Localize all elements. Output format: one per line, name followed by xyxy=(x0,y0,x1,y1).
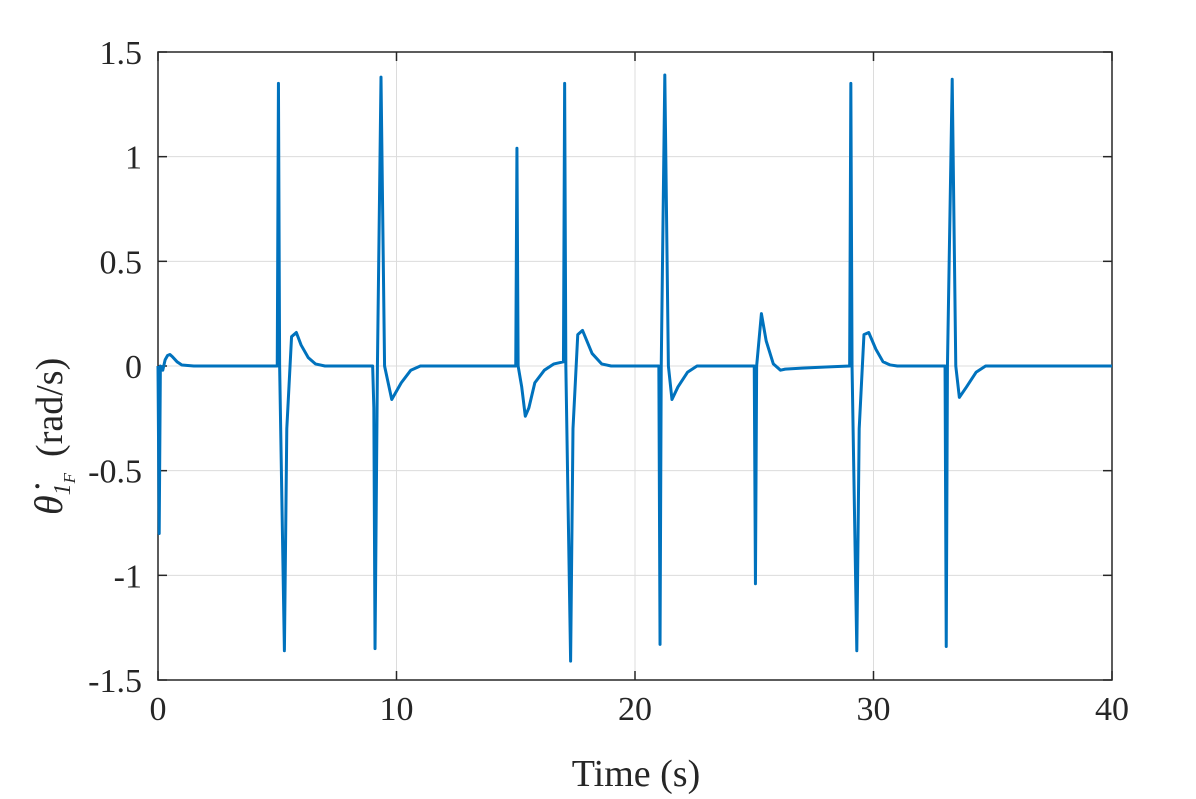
x-tick-label: 10 xyxy=(380,691,414,728)
x-tick-label: 0 xyxy=(150,691,167,728)
x-tick-label: 30 xyxy=(857,691,891,728)
y-tick-label: -1 xyxy=(114,558,142,595)
y-axis-unit: (rad/s) xyxy=(29,358,71,457)
y-tick-label: -1.5 xyxy=(88,663,142,700)
x-axis-title: Time (s) xyxy=(572,753,700,795)
y-axis-subsubscript: F xyxy=(60,472,79,484)
series-line xyxy=(156,73,1112,663)
y-tick-label: 1.5 xyxy=(100,35,143,72)
x-tick-label: 40 xyxy=(1095,691,1129,728)
y-tick-label: 0 xyxy=(125,349,142,386)
y-axis-subscript: 1 xyxy=(50,483,76,495)
y-tick-label: -0.5 xyxy=(88,454,142,491)
x-tick-label: 20 xyxy=(618,691,652,728)
svg-text:θ̇1F(rad/s): θ̇1F(rad/s) xyxy=(26,358,79,515)
y-axis-title: θ̇1F(rad/s) xyxy=(26,358,79,515)
y-tick-labels: -1.5 -1 -0.5 0 0.5 1 1.5 xyxy=(88,35,142,700)
x-tick-labels: 0 10 20 30 40 xyxy=(150,691,1130,728)
y-tick-label: 1 xyxy=(125,140,142,177)
y-tick-label: 0.5 xyxy=(100,244,143,281)
